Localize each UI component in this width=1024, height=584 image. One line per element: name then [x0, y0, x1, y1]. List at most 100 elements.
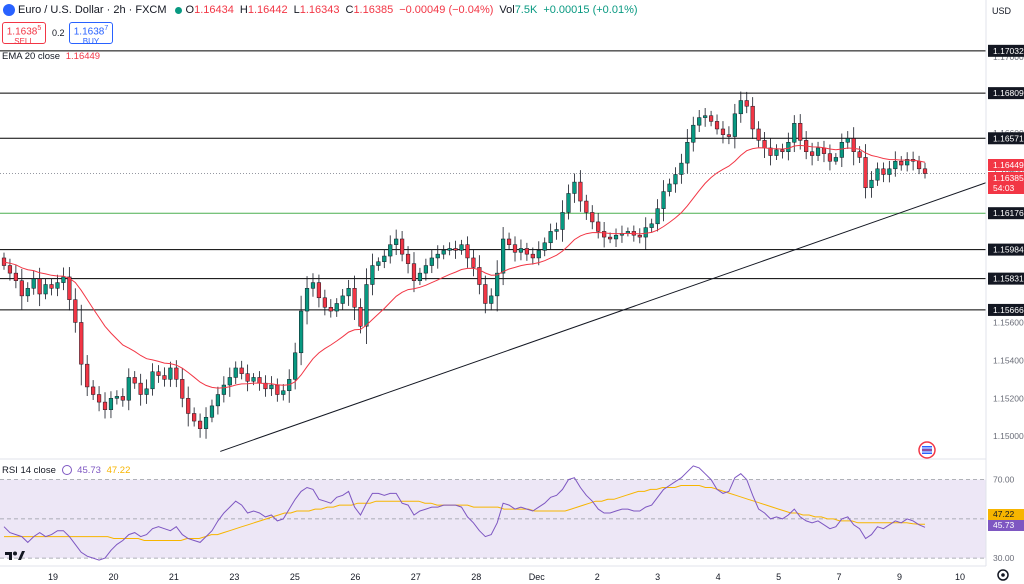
candle[interactable]	[405, 246, 411, 274]
candle[interactable]	[215, 386, 221, 415]
ema-legend[interactable]: EMA 20 close 1.16449	[2, 51, 100, 62]
candle[interactable]	[869, 171, 874, 198]
candle[interactable]	[275, 378, 280, 402]
candle[interactable]	[227, 367, 232, 397]
candle[interactable]	[328, 299, 333, 318]
candle[interactable]	[471, 249, 476, 277]
candle[interactable]	[43, 278, 48, 300]
candle[interactable]	[720, 121, 726, 144]
candle[interactable]	[459, 239, 464, 255]
currency-label[interactable]: USD	[992, 6, 1012, 16]
candle[interactable]	[233, 361, 238, 384]
rsi-line[interactable]	[3, 465, 926, 561]
candle[interactable]	[13, 264, 18, 289]
candle[interactable]	[613, 228, 619, 247]
flag-icon[interactable]	[918, 441, 936, 459]
time-axis[interactable]: 19 20 21 23 25 26 27 28 Dec 2 3 4 5 7 9 10	[48, 572, 965, 582]
candle[interactable]	[477, 255, 482, 295]
candle[interactable]	[786, 132, 791, 161]
tradingview-logo[interactable]	[5, 551, 25, 560]
candle[interactable]	[423, 258, 428, 281]
candle[interactable]	[299, 295, 304, 366]
candle[interactable]	[85, 355, 90, 397]
candle[interactable]	[31, 270, 36, 295]
candle[interactable]	[96, 386, 102, 412]
candle[interactable]	[287, 369, 292, 403]
candle[interactable]	[501, 227, 506, 286]
candle[interactable]	[697, 110, 702, 133]
candle[interactable]	[845, 131, 850, 149]
candle[interactable]	[518, 239, 524, 261]
candle[interactable]	[804, 131, 809, 160]
candle[interactable]	[263, 375, 268, 397]
candle[interactable]	[411, 252, 417, 293]
candle[interactable]	[281, 384, 286, 401]
candle[interactable]	[572, 173, 577, 203]
candle[interactable]	[750, 97, 755, 139]
candle[interactable]	[887, 160, 892, 183]
candle[interactable]	[186, 386, 191, 427]
support-trendline[interactable]	[220, 175, 1005, 452]
candle[interactable]	[340, 289, 345, 310]
candle[interactable]	[447, 242, 452, 256]
candle[interactable]	[67, 267, 72, 311]
candle[interactable]	[61, 267, 66, 291]
candle[interactable]	[192, 407, 197, 427]
candle[interactable]	[108, 391, 114, 419]
symbol-flag-icon[interactable]	[3, 4, 15, 16]
candle[interactable]	[180, 368, 185, 408]
candle[interactable]	[875, 162, 880, 186]
candle[interactable]	[596, 213, 601, 239]
candle[interactable]	[91, 380, 96, 400]
candle[interactable]	[114, 390, 119, 405]
candle[interactable]	[756, 121, 761, 148]
candle[interactable]	[703, 108, 708, 127]
candle[interactable]	[602, 222, 607, 248]
candle[interactable]	[370, 253, 375, 296]
candle[interactable]	[49, 278, 54, 296]
candle[interactable]	[714, 114, 720, 135]
candle[interactable]	[174, 360, 179, 388]
candle[interactable]	[483, 275, 488, 314]
candle[interactable]	[661, 180, 666, 222]
candle[interactable]	[738, 91, 743, 123]
candle[interactable]	[590, 205, 595, 230]
candle[interactable]	[453, 240, 458, 259]
candle[interactable]	[310, 273, 316, 297]
candle[interactable]	[566, 184, 571, 220]
candle[interactable]	[1, 252, 7, 270]
candle[interactable]	[73, 288, 78, 333]
candle[interactable]	[120, 388, 125, 407]
candle[interactable]	[691, 116, 696, 152]
candle[interactable]	[322, 289, 327, 316]
symbol-title[interactable]: Euro / U.S. Dollar · 2h · FXCM	[18, 4, 167, 16]
candle[interactable]	[304, 276, 310, 325]
candle[interactable]	[798, 114, 803, 150]
rsi-legend[interactable]: RSI 14 close 45.73 47.22	[2, 465, 130, 476]
candle[interactable]	[150, 363, 155, 396]
rsi-legend-icon[interactable]	[61, 465, 72, 476]
candle[interactable]	[774, 144, 779, 161]
candle[interactable]	[346, 279, 351, 306]
candle[interactable]	[833, 153, 838, 165]
candle[interactable]	[19, 268, 24, 310]
candle[interactable]	[560, 200, 565, 242]
candle[interactable]	[637, 228, 642, 244]
candle[interactable]	[316, 274, 322, 308]
candle[interactable]	[542, 237, 547, 257]
candle[interactable]	[257, 371, 262, 391]
buy-button[interactable]: 1.16387 BUY	[69, 22, 113, 46]
candle[interactable]	[922, 162, 928, 179]
candle[interactable]	[893, 151, 898, 177]
candle[interactable]	[168, 361, 173, 387]
candle[interactable]	[548, 223, 553, 250]
candle[interactable]	[673, 167, 678, 193]
ema-20-line[interactable]	[3, 144, 926, 389]
candle[interactable]	[376, 257, 381, 271]
candle[interactable]	[334, 298, 339, 317]
candle[interactable]	[79, 304, 84, 386]
candle[interactable]	[495, 260, 500, 312]
candle[interactable]	[679, 153, 684, 184]
sell-button[interactable]: 1.16385 SELL	[2, 22, 46, 46]
horizontal-levels[interactable]	[0, 50, 986, 311]
